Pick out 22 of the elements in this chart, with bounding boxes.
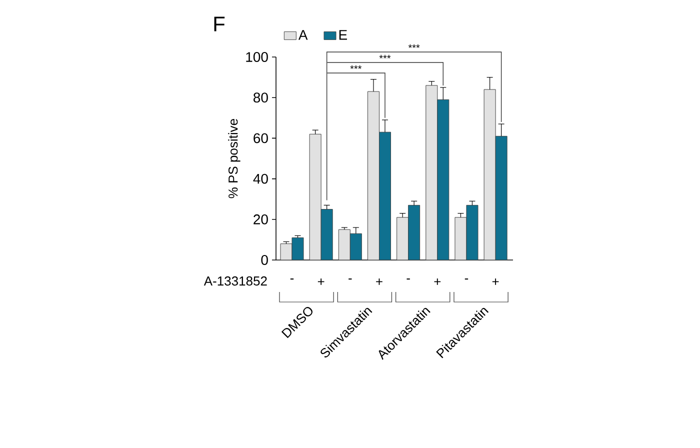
legend-label: E xyxy=(339,30,347,40)
text: *** xyxy=(408,44,420,48)
annotation: *** xyxy=(350,65,362,69)
y-tick-label: 0 xyxy=(261,255,268,265)
y-tick-label: 100 xyxy=(246,52,268,62)
y-tick-label: 40 xyxy=(253,174,268,184)
y-tick-label: 80 xyxy=(254,92,268,103)
x-tick-label: - xyxy=(464,278,468,280)
annotation: *** xyxy=(379,54,391,58)
chart-title: F xyxy=(214,16,225,32)
x-tick-label: - xyxy=(290,278,294,280)
y-tick-label: 60 xyxy=(254,133,268,144)
x-axis-title: A-1331852 xyxy=(204,276,267,286)
x-tick-label: + xyxy=(318,278,324,285)
x-tick-label: - xyxy=(406,278,410,280)
x-tick-label: + xyxy=(434,278,441,285)
y-axis-title: % PS positive xyxy=(228,118,240,198)
legend-label: A xyxy=(298,30,308,40)
x-tick-label: - xyxy=(348,278,352,280)
x-tick-label: + xyxy=(492,278,499,285)
x-tick-label: + xyxy=(376,278,382,285)
y-tick-label: 20 xyxy=(254,214,268,224)
